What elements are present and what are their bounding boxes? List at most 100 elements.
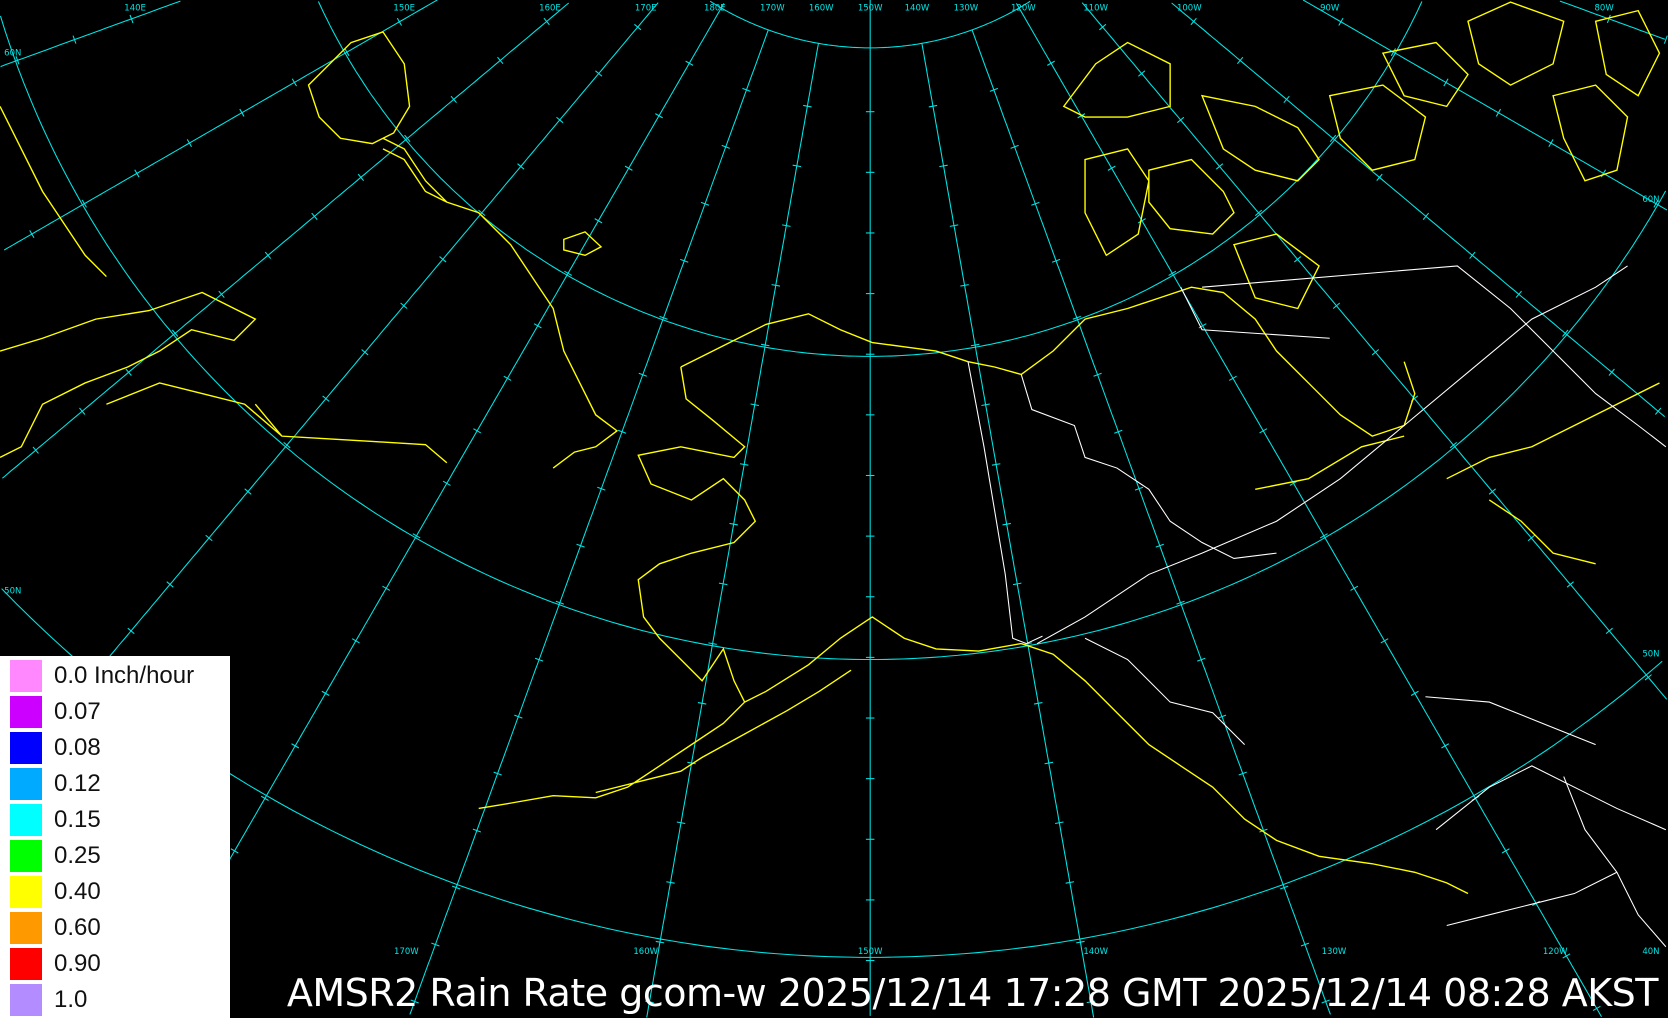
tick-mark bbox=[1469, 251, 1476, 259]
tick-mark bbox=[29, 230, 35, 238]
tick-mark bbox=[382, 585, 391, 591]
legend-swatch bbox=[10, 948, 42, 980]
tick-mark bbox=[1380, 638, 1389, 644]
legend-item: 0.07 bbox=[10, 696, 101, 728]
tick-mark bbox=[127, 627, 135, 635]
tick-mark bbox=[721, 144, 730, 149]
tick-mark bbox=[1390, 48, 1397, 57]
legend-item: 1.0 bbox=[10, 984, 87, 1016]
tick-mark bbox=[595, 70, 603, 77]
tick-mark bbox=[472, 828, 482, 833]
tick-mark bbox=[171, 329, 179, 337]
legend-item: 0.60 bbox=[10, 912, 101, 944]
grid-label-top: 160W bbox=[809, 4, 834, 14]
tick-mark bbox=[708, 642, 717, 645]
tick-mark bbox=[1190, 17, 1197, 26]
tick-mark bbox=[803, 104, 812, 108]
tick-mark bbox=[514, 714, 523, 719]
tick-mark bbox=[244, 488, 252, 495]
tick-mark bbox=[404, 134, 411, 142]
tick-mark bbox=[450, 95, 457, 104]
legend-label: 1.0 bbox=[54, 986, 88, 1013]
alaska-coastline bbox=[478, 313, 1469, 895]
grid-label-bottom: 150W bbox=[858, 947, 883, 957]
tick-mark bbox=[1076, 940, 1085, 944]
tick-mark bbox=[1608, 368, 1615, 376]
tick-mark bbox=[1441, 743, 1450, 749]
meridian-line bbox=[1, 2, 659, 786]
legend-swatch bbox=[10, 876, 42, 908]
tick-mark bbox=[1338, 17, 1344, 26]
tick-mark bbox=[655, 940, 665, 944]
tick-mark bbox=[1197, 657, 1206, 662]
legend-label: 0.25 bbox=[54, 842, 101, 869]
tick-mark bbox=[493, 771, 502, 776]
tick-mark bbox=[534, 657, 544, 662]
tick-mark bbox=[81, 199, 87, 208]
grid-label-top: 90W bbox=[1320, 4, 1340, 14]
tick-mark bbox=[685, 60, 694, 66]
tick-mark bbox=[32, 446, 39, 454]
tick-mark bbox=[1495, 108, 1502, 117]
tick-mark bbox=[125, 368, 132, 376]
meridian-line bbox=[1559, 0, 1666, 40]
legend-label: 0.90 bbox=[54, 950, 101, 977]
tick-mark bbox=[283, 441, 291, 449]
tick-mark bbox=[344, 48, 350, 57]
tick-mark bbox=[1410, 690, 1419, 696]
tick-mark bbox=[1527, 534, 1535, 542]
tick-mark bbox=[1371, 349, 1380, 356]
legend-label: 0.12 bbox=[54, 770, 101, 797]
meridian-line bbox=[1302, 0, 1668, 211]
tick-mark bbox=[1300, 942, 1310, 947]
tick-mark bbox=[655, 113, 663, 119]
grid-labels: 140E 150E 160E 170E 180E 170W 160W 150W 140W 130W… bbox=[4, 4, 1659, 958]
tick-mark bbox=[1600, 169, 1607, 178]
tick-mark bbox=[1329, 134, 1337, 142]
meridian-line bbox=[1081, 2, 1668, 700]
tick-mark bbox=[186, 139, 192, 148]
legend-item: 0.12 bbox=[10, 768, 101, 800]
coastlines bbox=[0, 1, 1661, 895]
legend-item: 0.40 bbox=[10, 876, 101, 908]
grid-label-bottom: 140W bbox=[1083, 947, 1108, 957]
grid-label-bottom: 130W bbox=[1322, 947, 1347, 957]
tick-mark bbox=[1010, 144, 1019, 149]
tick-mark bbox=[311, 212, 318, 220]
meridian-line bbox=[971, 29, 1331, 1015]
tick-mark bbox=[396, 17, 403, 26]
tick-mark bbox=[1215, 163, 1224, 170]
legend-item: 0.90 bbox=[10, 948, 101, 980]
tick-mark bbox=[771, 284, 781, 287]
meridian-line bbox=[1015, 3, 1602, 1017]
tick-mark bbox=[1562, 329, 1569, 337]
grid-label-top: 150W bbox=[858, 4, 883, 14]
tick-mark bbox=[1606, 14, 1611, 24]
tick-mark bbox=[680, 258, 689, 263]
grid-label-top: 140W bbox=[905, 4, 930, 14]
legend-swatch bbox=[10, 768, 42, 800]
latitude-circle bbox=[0, 15, 1667, 661]
tick-mark bbox=[617, 429, 627, 434]
tick-mark bbox=[1592, 1005, 1601, 1012]
grid-label-bottom: 160W bbox=[633, 947, 658, 957]
tick-mark bbox=[739, 463, 749, 466]
tick-mark bbox=[1093, 372, 1102, 377]
tick-mark bbox=[1176, 116, 1185, 124]
tick-mark bbox=[556, 116, 564, 124]
tick-mark bbox=[497, 56, 504, 65]
meridian-line bbox=[3, 0, 438, 251]
tick-mark bbox=[412, 533, 421, 539]
tick-mark bbox=[1044, 761, 1054, 765]
tick-mark bbox=[291, 743, 300, 749]
grid-label-top: 150E bbox=[393, 4, 415, 14]
tick-mark bbox=[1099, 23, 1107, 31]
meridian-line bbox=[409, 29, 769, 1015]
tick-mark bbox=[1198, 323, 1207, 329]
tick-mark bbox=[1259, 828, 1268, 833]
tick-mark bbox=[638, 372, 647, 377]
tick-mark bbox=[361, 349, 369, 356]
tick-mark bbox=[442, 480, 451, 486]
tick-mark bbox=[989, 87, 999, 92]
tick-mark bbox=[576, 543, 585, 548]
